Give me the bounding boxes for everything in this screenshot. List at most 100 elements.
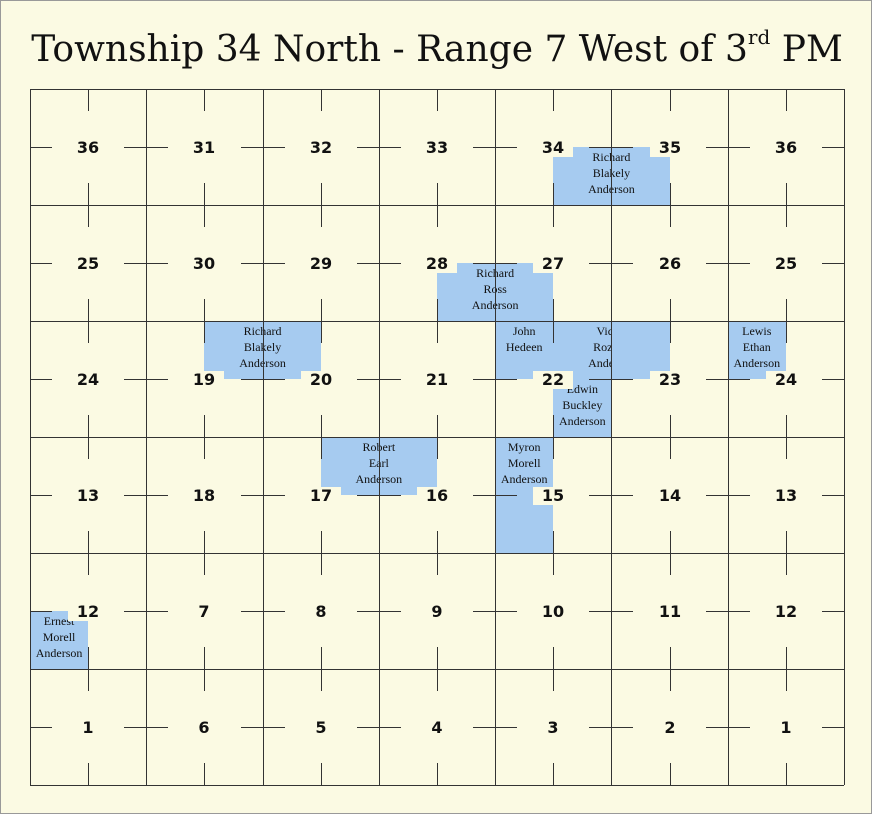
quarter-line-tick — [204, 647, 205, 669]
quarter-line-tick — [589, 727, 611, 728]
quarter-line-tick — [437, 183, 438, 205]
section-number: 7 — [184, 603, 224, 621]
quarter-line-tick — [670, 647, 671, 669]
quarter-line-tick — [204, 553, 205, 575]
landowner-name-line: Myron — [507, 440, 541, 454]
section-number: 19 — [184, 371, 224, 389]
quarter-line-tick — [204, 763, 205, 785]
quarter-line-tick — [437, 321, 438, 343]
quarter-line-tick — [670, 437, 671, 459]
quarter-line-tick — [357, 611, 379, 612]
section-number: 34 — [533, 139, 573, 157]
quarter-line-tick — [204, 531, 205, 553]
quarter-line-tick — [30, 611, 52, 612]
quarter-line-tick — [553, 553, 554, 575]
section-number: 31 — [184, 139, 224, 157]
quarter-line-tick — [321, 669, 322, 691]
quarter-line-tick — [241, 379, 263, 380]
quarter-line-tick — [786, 669, 787, 691]
quarter-line-tick — [321, 553, 322, 575]
quarter-line-tick — [495, 379, 517, 380]
quarter-line-tick — [706, 495, 728, 496]
quarter-line-tick — [553, 415, 554, 437]
quarter-line-tick — [822, 379, 844, 380]
section-number: 8 — [301, 603, 341, 621]
quarter-line-tick — [822, 495, 844, 496]
quarter-line-tick — [88, 415, 89, 437]
section-number: 13 — [766, 487, 806, 505]
section-number: 5 — [301, 719, 341, 737]
quarter-line-tick — [611, 727, 633, 728]
quarter-line-tick — [124, 147, 146, 148]
section-number: 12 — [68, 603, 108, 621]
quarter-line-tick — [204, 321, 205, 343]
quarter-line-tick — [88, 553, 89, 575]
quarter-line-tick — [553, 89, 554, 111]
section-number: 26 — [650, 255, 690, 273]
quarter-line-tick — [553, 183, 554, 205]
quarter-line-tick — [611, 611, 633, 612]
quarter-line-tick — [706, 379, 728, 380]
quarter-line-tick — [553, 531, 554, 553]
quarter-line-tick — [670, 669, 671, 691]
landowner-name-line: Richard — [204, 323, 320, 339]
quarter-line-tick — [321, 531, 322, 553]
quarter-line-tick — [437, 669, 438, 691]
quarter-line-tick — [670, 763, 671, 785]
quarter-line-tick — [786, 437, 787, 459]
quarter-line-tick — [88, 763, 89, 785]
quarter-line-tick — [379, 379, 401, 380]
section-line-horizontal — [30, 785, 844, 786]
quarter-line-tick — [473, 379, 495, 380]
quarter-line-tick — [670, 205, 671, 227]
quarter-line-tick — [495, 611, 517, 612]
quarter-line-tick — [241, 727, 263, 728]
landowner-name-line: Ernest — [43, 614, 75, 628]
quarter-line-tick — [321, 183, 322, 205]
section-number: 17 — [301, 487, 341, 505]
quarter-line-tick — [728, 263, 750, 264]
quarter-line-tick — [241, 147, 263, 148]
quarter-line-tick — [30, 727, 52, 728]
quarter-line-tick — [437, 89, 438, 111]
landowner-name-line: Lewis — [742, 324, 772, 338]
section-number: 16 — [417, 487, 457, 505]
landowner-name-line: Anderson — [321, 471, 437, 487]
landowner-name-line: Ethan — [742, 340, 771, 354]
section-number: 12 — [766, 603, 806, 621]
quarter-line-tick — [822, 147, 844, 148]
quarter-line-tick — [30, 495, 52, 496]
quarter-line-tick — [88, 205, 89, 227]
section-number: 6 — [184, 719, 224, 737]
section-number: 29 — [301, 255, 341, 273]
landowner-name-line: Hedeen — [505, 340, 543, 354]
landowner-parcel: RobertEarlAnderson — [320, 437, 437, 495]
quarter-line-tick — [321, 299, 322, 321]
quarter-line-tick — [146, 379, 168, 380]
quarter-line-tick — [786, 763, 787, 785]
section-number: 1 — [766, 719, 806, 737]
quarter-line-tick — [437, 763, 438, 785]
quarter-line-tick — [786, 415, 787, 437]
quarter-line-tick — [822, 727, 844, 728]
quarter-line-tick — [728, 147, 750, 148]
quarter-line-tick — [88, 647, 89, 669]
section-number: 22 — [533, 371, 573, 389]
quarter-line-tick — [379, 147, 401, 148]
landowner-name-line: Anderson — [733, 356, 781, 370]
quarter-line-tick — [146, 495, 168, 496]
landowner-name-line: John — [512, 324, 536, 338]
quarter-line-tick — [204, 299, 205, 321]
quarter-line-tick — [146, 263, 168, 264]
quarter-line-tick — [473, 611, 495, 612]
map-title: Township 34 North - Range 7 West of 3rd … — [1, 25, 872, 70]
quarter-line-tick — [30, 379, 52, 380]
section-number: 36 — [68, 139, 108, 157]
title-superscript: rd — [747, 25, 771, 49]
quarter-line-tick — [124, 727, 146, 728]
landowner-parcel: Myron Morell Anderson — [495, 437, 554, 495]
quarter-line-tick — [88, 531, 89, 553]
quarter-line-tick — [786, 89, 787, 111]
quarter-line-tick — [437, 647, 438, 669]
